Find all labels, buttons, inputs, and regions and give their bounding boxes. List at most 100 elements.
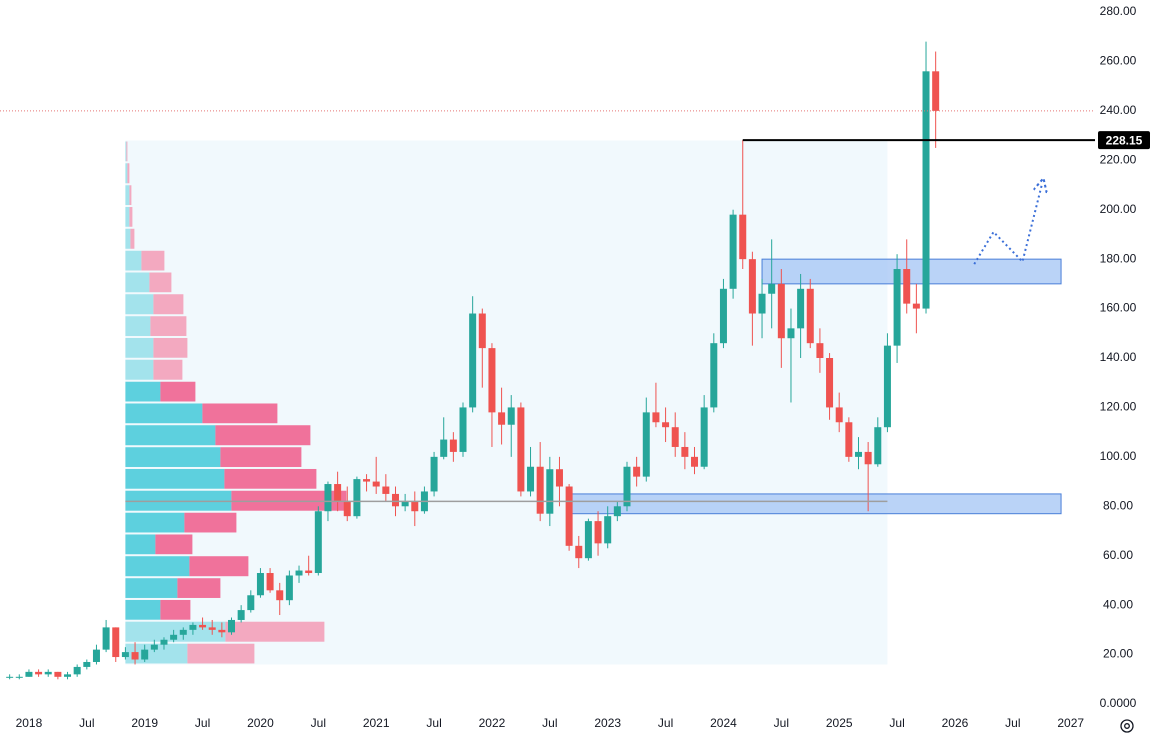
y-tick-label: 100.00: [1100, 449, 1137, 463]
candle-body: [382, 486, 390, 494]
gear-outer: [1120, 719, 1134, 733]
profile-down: [129, 207, 133, 227]
candle-body: [768, 283, 776, 294]
profile-up: [125, 185, 130, 206]
y-tick-label: 180.00: [1100, 251, 1137, 265]
candle-body: [401, 501, 409, 507]
candle-body: [932, 71, 940, 111]
candle-body: [777, 283, 785, 339]
candle-body: [35, 671, 43, 675]
profile-up: [125, 556, 190, 577]
y-tick-label: 20.00: [1103, 647, 1133, 661]
candle-body: [141, 649, 149, 660]
candle-body: [816, 343, 824, 358]
candle-body: [527, 466, 535, 492]
x-tick-label: 2024: [710, 716, 737, 730]
candle-body: [633, 466, 641, 477]
x-tick-label: 2027: [1057, 716, 1084, 730]
candle-body: [160, 639, 168, 645]
x-tick-label: 2019: [131, 716, 158, 730]
candle-body: [285, 575, 293, 601]
candle-body: [623, 466, 631, 507]
candle-body: [218, 629, 226, 633]
profile-down: [150, 316, 187, 336]
candle-body: [729, 214, 737, 289]
profile-up: [125, 316, 151, 336]
candle-body: [787, 328, 795, 339]
zone: [761, 258, 1062, 285]
candle-body: [391, 493, 399, 507]
profile-down: [127, 163, 130, 184]
profile-up: [125, 207, 130, 227]
overlays: 228.15: [0, 110, 1150, 503]
profile-down: [220, 447, 302, 467]
profile-down: [225, 621, 325, 642]
candle-body: [864, 451, 872, 465]
candle-body: [92, 649, 100, 662]
settings-icon[interactable]: [1120, 719, 1134, 733]
profile-up: [125, 381, 161, 402]
profile-down: [153, 359, 183, 380]
candle-body: [102, 627, 110, 650]
y-tick-label: 60.00: [1103, 548, 1133, 562]
x-tick-label: 2018: [16, 716, 43, 730]
profile-down: [153, 294, 184, 315]
candle-body: [517, 407, 525, 492]
candle-body: [681, 446, 689, 457]
profile-down: [153, 337, 188, 358]
candle-body: [411, 501, 419, 512]
volume-profile: [125, 141, 347, 664]
profile-up: [125, 643, 188, 664]
profile-down: [202, 403, 278, 424]
profile-down: [160, 599, 191, 620]
x-tick-label: 2023: [594, 716, 621, 730]
candle-body: [170, 634, 178, 640]
profile-up: [125, 447, 221, 467]
profile-up: [125, 425, 216, 446]
x-tick-label: 2025: [826, 716, 853, 730]
x-tick-label: Jul: [658, 716, 673, 730]
candle-body: [652, 412, 660, 423]
candle-body: [295, 570, 303, 576]
candle-body: [25, 671, 33, 677]
candle-body: [449, 439, 457, 452]
x-tick-label: Jul: [311, 716, 326, 730]
y-tick-label: 220.00: [1100, 152, 1137, 166]
candle-body: [305, 570, 313, 574]
candle-body: [314, 511, 322, 574]
candle-body: [575, 545, 583, 559]
candle-body: [604, 516, 612, 544]
candle-body: [536, 466, 544, 514]
candle-body: [6, 676, 14, 678]
candle-body: [565, 486, 573, 546]
y-tick-label: 0.0000: [1100, 696, 1137, 710]
profile-down: [184, 512, 237, 533]
candle-body: [498, 412, 506, 425]
y-tick-label: 260.00: [1100, 54, 1137, 68]
candle-body: [797, 288, 805, 329]
zones: [568, 258, 1062, 515]
y-tick-label: 280.00: [1100, 4, 1137, 18]
candle-body: [179, 629, 187, 635]
candle-body: [854, 451, 862, 457]
candle-body: [469, 313, 477, 408]
candle-body: [488, 348, 496, 413]
x-tick-label: Jul: [774, 716, 789, 730]
candle-body: [739, 214, 747, 260]
candle-body: [912, 303, 920, 309]
candle-body: [343, 501, 351, 517]
x-tick-label: 2021: [363, 716, 390, 730]
level-tag: [1098, 131, 1150, 150]
level-label: 228.15: [1106, 133, 1143, 147]
profile-up: [125, 337, 154, 358]
candle-body: [555, 469, 563, 487]
profile-down: [155, 534, 193, 555]
candle-body: [613, 506, 621, 517]
candle-body: [806, 288, 814, 344]
candle-body: [748, 259, 756, 314]
profile-down: [141, 250, 165, 271]
y-tick-label: 160.00: [1100, 301, 1137, 315]
gear-inner: [1124, 723, 1130, 729]
profile-down: [160, 381, 196, 402]
candle-body: [719, 288, 727, 344]
